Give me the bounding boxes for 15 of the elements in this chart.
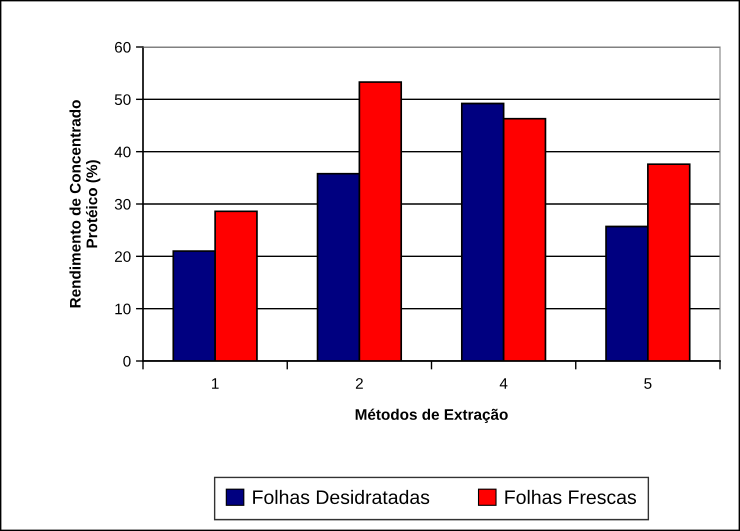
x-tick-label: 4 <box>500 378 508 389</box>
x-tick-label: 5 <box>644 378 652 389</box>
y-tick-label: 20 <box>114 251 131 262</box>
y-tick-label: 60 <box>114 42 131 53</box>
x-axis-title: Métodos de Extração <box>356 408 508 423</box>
y-tick-label: 30 <box>114 198 131 210</box>
y-tick-label: 10 <box>115 304 131 314</box>
legend-label: Folhas Desidratadas <box>253 490 430 504</box>
x-tick-label: 1 <box>212 378 219 389</box>
x-tick-label: 2 <box>356 378 363 389</box>
legend-label: Folhas Frescas <box>505 490 636 504</box>
y-axis-title: Rendimento de Concentrado Protéico (%) <box>69 100 100 308</box>
y-tick-label: 40 <box>114 146 131 158</box>
y-tick-label: 0 <box>123 356 131 367</box>
y-tick-label: 50 <box>114 94 131 106</box>
